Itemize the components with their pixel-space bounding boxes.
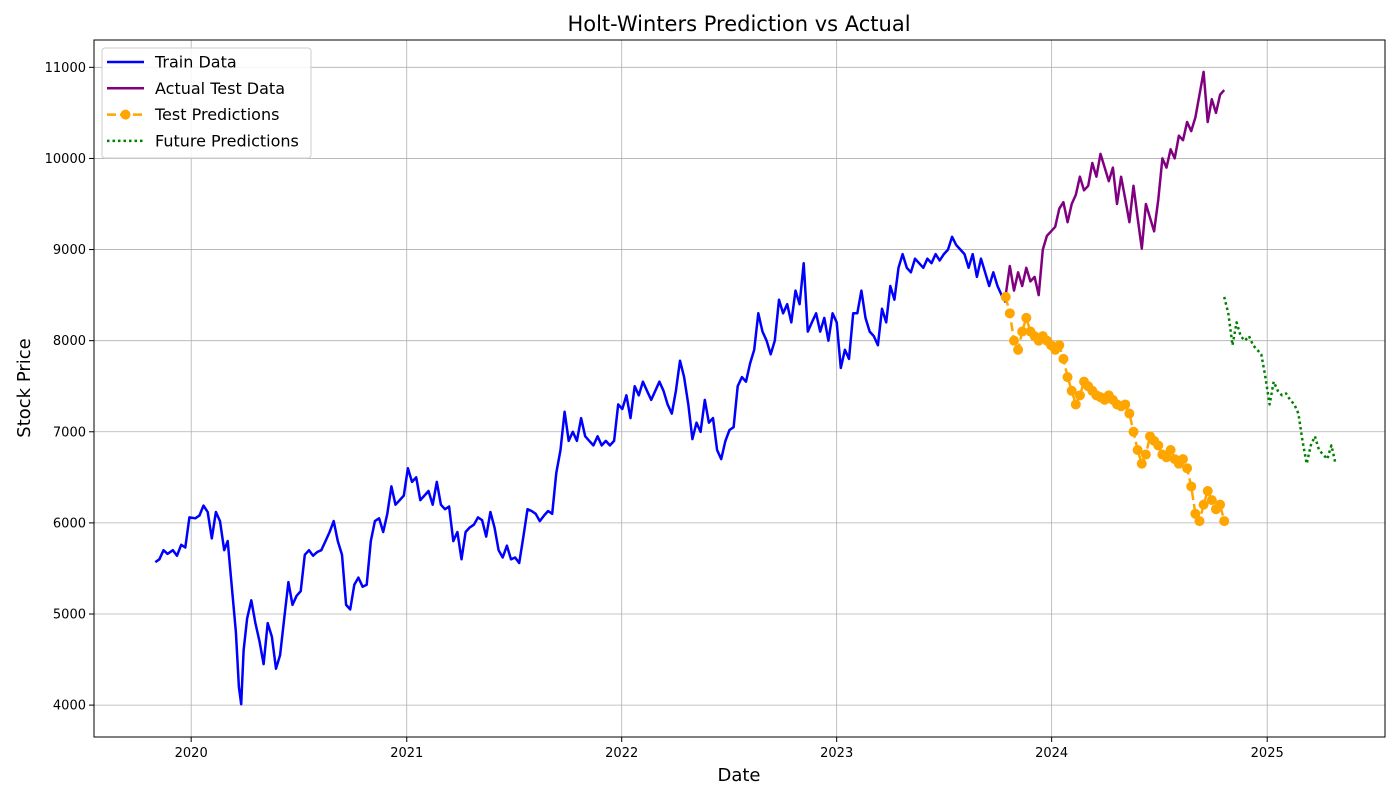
y-tick-label: 11000 xyxy=(45,61,86,76)
y-tick-label: 4000 xyxy=(53,699,86,714)
x-tick-label: 2023 xyxy=(820,746,853,761)
data-point xyxy=(1182,463,1193,474)
y-tick-label: 6000 xyxy=(53,516,86,531)
data-point xyxy=(1153,440,1164,451)
data-point xyxy=(1219,516,1230,527)
data-point xyxy=(1120,399,1131,410)
data-point xyxy=(1058,353,1069,364)
y-tick-label: 9000 xyxy=(53,243,86,258)
data-point xyxy=(1124,408,1135,419)
data-point xyxy=(1136,458,1147,469)
x-tick-label: 2024 xyxy=(1035,746,1068,761)
x-tick-label: 2025 xyxy=(1251,746,1284,761)
series-future-predictions xyxy=(1222,296,1337,465)
data-point xyxy=(1165,445,1176,455)
series-line-actual-test-data xyxy=(1004,70,1226,297)
data-point xyxy=(1000,291,1011,302)
data-point xyxy=(1008,335,1019,346)
x-tick-label: 2022 xyxy=(605,746,638,761)
data-point xyxy=(1054,340,1065,351)
grid xyxy=(94,40,1385,737)
x-tick-label: 2020 xyxy=(175,746,208,761)
series-train-data xyxy=(154,235,1007,706)
y-tick-label: 5000 xyxy=(53,608,86,623)
data-point xyxy=(1161,452,1172,463)
legend-label-test-predictions: Test Predictions xyxy=(154,105,279,124)
y-axis: 4000 5000 6000 7000 8000 9000 10000 11000 xyxy=(45,61,94,714)
y-tick-label: 7000 xyxy=(53,425,86,440)
x-tick-label: 2021 xyxy=(390,746,423,761)
legend-marker-test-predictions xyxy=(120,109,131,120)
data-point xyxy=(1021,312,1032,323)
data-point xyxy=(1074,390,1085,401)
data-point xyxy=(1066,385,1077,396)
legend-label-future-predictions: Future Predictions xyxy=(155,131,299,150)
data-point xyxy=(1206,495,1217,506)
legend-box xyxy=(101,47,312,159)
data-point xyxy=(1202,486,1213,496)
series-line-train-data xyxy=(154,235,1007,706)
data-point xyxy=(1198,499,1209,510)
y-tick-label: 10000 xyxy=(45,152,86,167)
x-axis: 2020 2021 2022 2023 2024 2025 xyxy=(175,737,1284,761)
data-point xyxy=(1070,399,1081,410)
series-line-future-predictions xyxy=(1222,296,1337,465)
data-point xyxy=(1017,326,1028,337)
data-point xyxy=(1128,426,1139,437)
series-layer xyxy=(154,70,1337,706)
series-test-predictions xyxy=(1000,291,1230,527)
x-axis-label: Date xyxy=(717,765,760,786)
legend-label-train-data: Train Data xyxy=(154,53,237,72)
series-actual-test-data xyxy=(1004,70,1226,297)
legend-label-actual-test-data: Actual Test Data xyxy=(155,79,285,98)
data-point xyxy=(1186,481,1197,492)
y-tick-label: 8000 xyxy=(53,334,86,349)
y-axis-label: Stock Price xyxy=(14,338,35,437)
chart-title: Holt-Winters Prediction vs Actual xyxy=(567,12,910,36)
plot-frame xyxy=(93,39,1386,738)
data-point xyxy=(1132,445,1143,455)
data-point xyxy=(1062,372,1073,383)
data-point xyxy=(1140,449,1151,460)
data-point xyxy=(1215,499,1226,510)
data-point xyxy=(1177,454,1188,465)
data-point xyxy=(1190,508,1201,519)
data-point xyxy=(1194,516,1205,527)
legend: Train Data Actual Test Data Test Predictio… xyxy=(101,47,312,159)
data-point xyxy=(1004,308,1015,319)
data-point xyxy=(1013,344,1024,355)
